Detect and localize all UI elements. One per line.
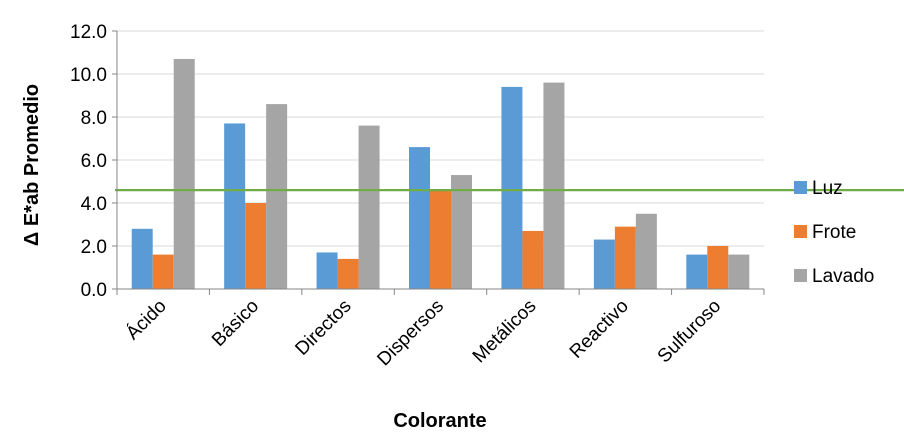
y-tick-label: 4.0: [81, 194, 107, 215]
y-tick-label: 12.0: [70, 22, 107, 43]
x-tick-label: Metálicos: [469, 296, 541, 368]
y-tick-label: 2.0: [81, 237, 107, 258]
y-tick-label: 8.0: [81, 108, 107, 129]
bar-frote: [245, 203, 267, 289]
y-axis-title: Δ E*ab Promedio: [21, 84, 43, 246]
bar-luz: [593, 239, 615, 289]
bar-lavado: [728, 254, 750, 289]
x-tick-labels: Ácido Básico Directos Dispersos Metálicos Rea…: [122, 296, 725, 371]
x-tick-label: Ácido: [122, 296, 170, 344]
bar-lavado: [358, 125, 380, 289]
y-tick-label: 10.0: [70, 65, 107, 86]
legend-label-frote: Frote: [812, 222, 856, 243]
bar-lavado: [635, 213, 657, 289]
x-tick-label: Básico: [208, 296, 263, 351]
bar-frote: [614, 226, 636, 289]
bar-frote: [522, 230, 544, 289]
x-tick-label: Dispersos: [373, 296, 448, 371]
x-axis-title: Colorante: [393, 410, 486, 432]
bar-luz: [686, 254, 708, 289]
bar-frote: [152, 254, 174, 289]
legend-label-luz: Luz: [812, 178, 843, 199]
legend-label-lavado: Lavado: [812, 266, 874, 287]
bar-frote: [430, 190, 451, 289]
legend-swatch-lavado: [794, 269, 807, 282]
bar-luz: [409, 147, 430, 289]
bar-luz: [224, 123, 246, 289]
bars: [131, 58, 750, 290]
bar-luz: [501, 86, 523, 290]
bar-luz: [131, 228, 153, 289]
x-tick-label: Sulfuroso: [654, 296, 726, 368]
bar-lavado: [266, 104, 288, 289]
x-tick-label: Directos: [291, 296, 355, 360]
bar-lavado: [173, 58, 195, 290]
bar-luz: [316, 252, 338, 289]
y-tick-label: 6.0: [81, 151, 107, 172]
bar-frote: [707, 246, 729, 289]
legend-swatch-luz: [794, 181, 807, 194]
bar-frote: [337, 258, 359, 289]
x-tick-label: Reactivo: [566, 296, 633, 363]
bar-lavado: [543, 82, 565, 289]
legend: Luz Frote Lavado: [794, 178, 874, 287]
y-tick-label: 0.0: [81, 280, 107, 301]
axes: [112, 30, 765, 295]
legend-swatch-frote: [794, 225, 807, 238]
y-tick-labels: 0.0 2.0 4.0 6.0 8.0 10.0 12.0: [70, 22, 107, 301]
bar-lavado: [451, 175, 472, 289]
